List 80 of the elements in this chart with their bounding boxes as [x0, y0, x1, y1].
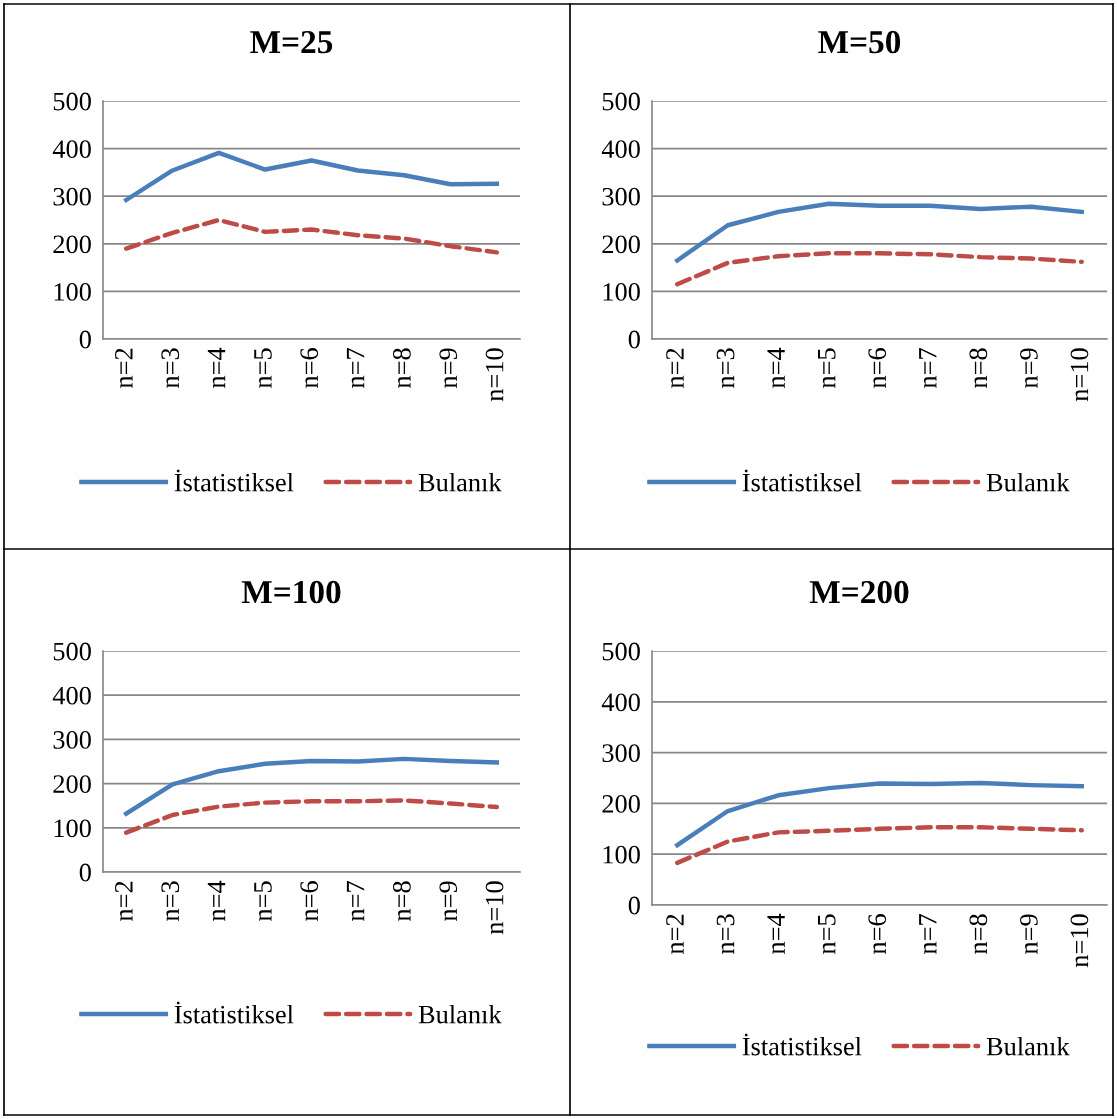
- x-tick-label: n=2: [666, 348, 684, 388]
- x-tick-label: n=7: [346, 348, 365, 388]
- y-tick-label: 300: [602, 744, 640, 763]
- x-tick-label: n=3: [716, 914, 735, 954]
- x-tick-label: n=2: [666, 914, 684, 954]
- y-tick-label: 100: [54, 283, 91, 301]
- y-tick-label: 100: [603, 283, 640, 301]
- x-tick-label: n=5: [818, 914, 836, 954]
- x-tick-label: n=3: [161, 348, 180, 388]
- x-tick-label: n=9: [439, 881, 458, 921]
- y-tick-label: 0: [79, 863, 91, 882]
- x-tick-label: n=2: [115, 348, 133, 388]
- y-tick-label: 200: [602, 235, 640, 254]
- x-tick-label: n=10: [485, 881, 504, 935]
- y-tick-label: 500: [53, 92, 91, 111]
- legend-label: Bulanık: [986, 472, 1070, 492]
- x-tick-label: n=6: [300, 348, 319, 388]
- y-tick-label: 100: [603, 845, 640, 864]
- legend-label: Bulanık: [418, 472, 502, 492]
- y-tick-label: 400: [601, 693, 640, 712]
- chart-title: M=50: [818, 30, 901, 54]
- x-tick-label: n=7: [346, 881, 365, 921]
- x-tick-label: n=6: [868, 348, 887, 388]
- x-tick-label: n=2: [115, 881, 133, 921]
- x-tick-label: n=8: [392, 881, 411, 921]
- line-series: [123, 217, 500, 255]
- x-tick-label: n=10: [1070, 914, 1089, 968]
- x-tick-label: n=8: [969, 348, 988, 388]
- y-tick-label: 500: [602, 642, 640, 661]
- legend-label: İstatistiksel: [742, 469, 862, 492]
- x-tick-label: n=5: [254, 348, 272, 388]
- legend-label: Bulanık: [418, 1004, 502, 1024]
- y-tick-label: 200: [53, 235, 91, 254]
- x-tick-label: n=7: [919, 914, 937, 954]
- chart-title: M=200: [809, 580, 909, 604]
- line-series: [123, 756, 500, 816]
- x-tick-label: n=9: [1020, 348, 1038, 388]
- x-tick-label: n=4: [207, 880, 226, 921]
- legend-label: İstatistiksel: [742, 1033, 862, 1056]
- y-tick-label: 300: [53, 731, 91, 749]
- y-tick-label: 400: [52, 140, 91, 159]
- line-series: [123, 150, 500, 203]
- legend-label: İstatistiksel: [174, 469, 294, 492]
- x-tick-label: n=5: [254, 881, 272, 921]
- y-tick-label: 500: [602, 92, 640, 111]
- x-tick-label: n=6: [868, 914, 887, 954]
- x-tick-label: n=6: [300, 881, 319, 921]
- y-tick-label: 300: [53, 187, 91, 206]
- y-tick-label: 400: [601, 140, 640, 159]
- x-tick-label: n=4: [767, 913, 785, 954]
- x-tick-label: n=3: [716, 348, 735, 388]
- y-tick-label: 500: [53, 642, 91, 661]
- x-tick-label: n=9: [439, 348, 458, 388]
- x-tick-label: n=9: [1020, 914, 1038, 954]
- y-tick-label: 0: [628, 896, 640, 915]
- line-series: [123, 798, 500, 835]
- x-tick-label: n=7: [919, 348, 937, 388]
- y-tick-label: 200: [53, 775, 91, 794]
- line-series: [675, 825, 1084, 866]
- y-tick-label: 0: [79, 330, 91, 349]
- y-tick-label: 0: [628, 330, 640, 349]
- x-tick-label: n=5: [818, 348, 836, 388]
- x-tick-label: n=4: [767, 347, 785, 388]
- x-tick-label: n=3: [161, 881, 180, 921]
- x-tick-label: n=8: [392, 348, 411, 388]
- line-series: [675, 201, 1084, 263]
- chart-title: M=100: [241, 580, 341, 604]
- line-series: [675, 251, 1084, 287]
- x-tick-label: n=4: [207, 347, 226, 388]
- y-tick-label: 300: [602, 187, 640, 206]
- line-series: [675, 780, 1084, 848]
- y-tick-label: 100: [54, 819, 91, 838]
- y-tick-label: 200: [602, 795, 640, 813]
- chart-title: M=25: [250, 30, 333, 54]
- x-tick-label: n=8: [969, 914, 988, 954]
- legend-label: Bulanık: [986, 1036, 1070, 1056]
- x-tick-label: n=10: [485, 348, 504, 402]
- y-tick-label: 400: [52, 686, 91, 705]
- legend-label: İstatistiksel: [174, 1001, 294, 1024]
- x-tick-label: n=10: [1070, 348, 1089, 402]
